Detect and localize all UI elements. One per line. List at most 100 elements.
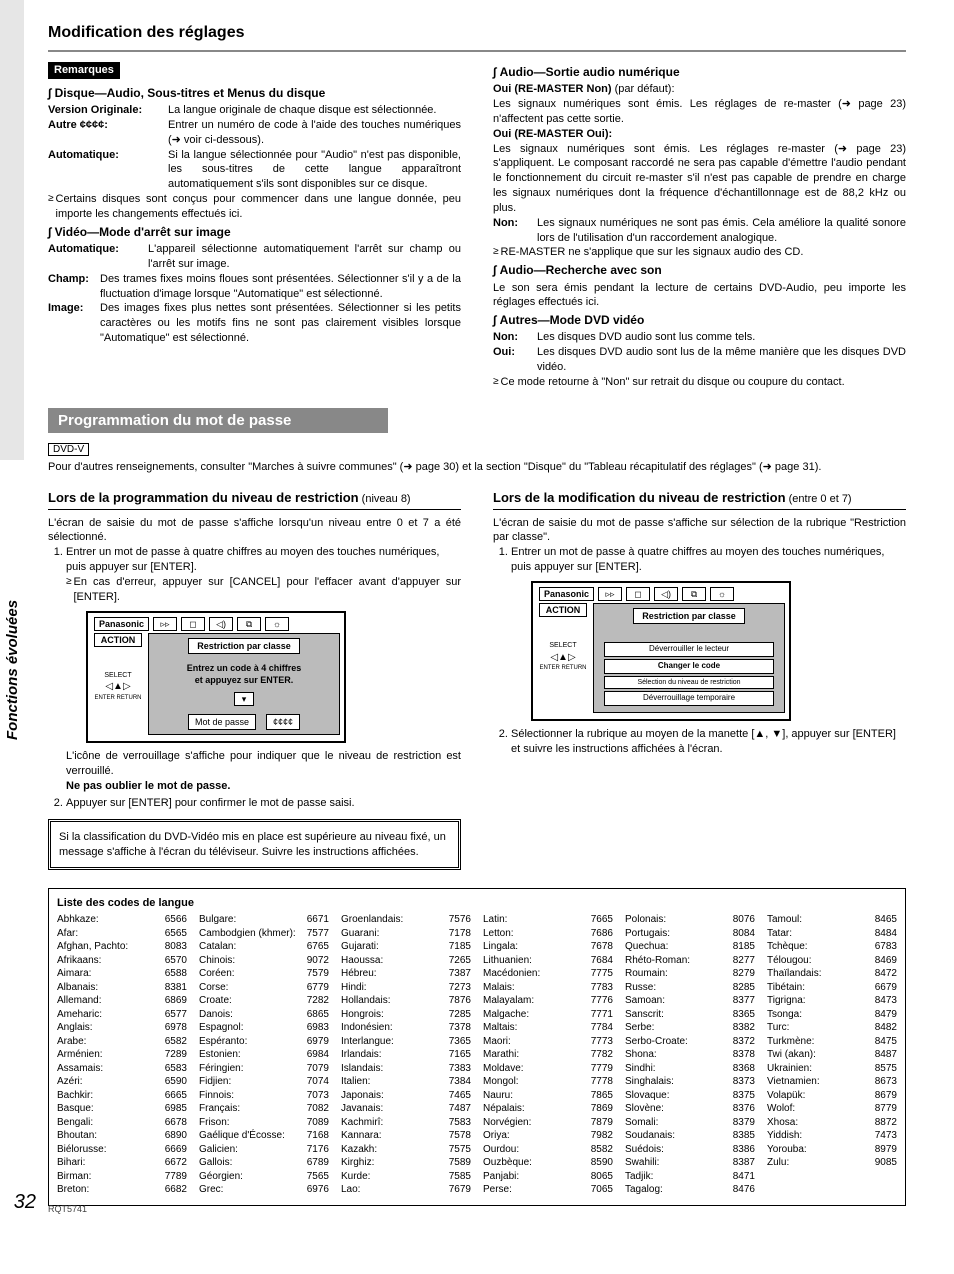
- lang-row: Ouzbèque:8590: [483, 1156, 613, 1170]
- lang-row: Tchèque:6783: [767, 940, 897, 954]
- lang-row: Letton:7686: [483, 927, 613, 941]
- lang-row: Slovène:8376: [625, 1102, 755, 1116]
- lang-row: Malais:7783: [483, 981, 613, 995]
- video-auto-val: L'appareil sélectionne automatiquement l…: [148, 242, 461, 272]
- lang-row: Singhalais:8373: [625, 1075, 755, 1089]
- audio-out-non-h: Oui (RE-MASTER Non): [493, 83, 612, 95]
- lang-row: Vietnamien:8673: [767, 1075, 897, 1089]
- lang-row: Anglais:6978: [57, 1021, 187, 1035]
- lang-row: Assamais:6583: [57, 1062, 187, 1076]
- mod-step1: Entrer un mot de passe à quatre chiffres…: [511, 546, 884, 573]
- prog-heading: Lors de la programmation du niveau de re…: [48, 489, 461, 507]
- lang-row: Quechua:8185: [625, 940, 755, 954]
- page-title: Modification des réglages: [48, 24, 906, 42]
- mod-heading: Lors de la modification du niveau de res…: [493, 489, 906, 507]
- lang-row: Afrikaans:6570: [57, 954, 187, 968]
- lang-row: Irlandais:7165: [341, 1048, 471, 1062]
- lang-row: Lingala:7678: [483, 940, 613, 954]
- lang-row: Galicien:7176: [199, 1143, 329, 1157]
- lang-row: Sanscrit:8365: [625, 1008, 755, 1022]
- lang-row: Malgache:7771: [483, 1008, 613, 1022]
- lang-row: Soudanais:8385: [625, 1129, 755, 1143]
- title-rule: [48, 50, 906, 52]
- audio-r-text: Le son sera émis pendant la lecture de c…: [493, 281, 906, 311]
- disc-vo-val: La langue originale de chaque disque est…: [168, 103, 461, 118]
- lang-row: Grec:6976: [199, 1183, 329, 1197]
- osd-mod: Panasonic ▹▹◻◁)⧉☼ ACTION SELECT ◁▲▷ ENTE…: [531, 581, 791, 721]
- lang-row: Ukrainien:8575: [767, 1062, 897, 1076]
- lang-row: Samoan:8377: [625, 994, 755, 1008]
- audio-out-nonk: Non:: [493, 216, 537, 246]
- lang-row: Serbo-Croate:8372: [625, 1035, 755, 1049]
- disc-autre-key: Autre ¢¢¢¢:: [48, 118, 168, 148]
- lang-row: Gallois:6789: [199, 1156, 329, 1170]
- lang-row: Arabe:6582: [57, 1035, 187, 1049]
- lang-row: Allemand:6869: [57, 994, 187, 1008]
- lang-row: Hindi:7273: [341, 981, 471, 995]
- prog-step1b: En cas d'erreur, appuyer sur [CANCEL] po…: [74, 575, 462, 605]
- lang-row: Abhkaze:6566: [57, 913, 187, 927]
- lang-row: Arménien:7289: [57, 1048, 187, 1062]
- lang-row: Zulu:9085: [767, 1156, 897, 1170]
- video-image-key: Image:: [48, 301, 100, 346]
- disc-auto-val: Si la langue sélectionnée pour "Audio" n…: [168, 148, 461, 193]
- lang-row: Cambodgien (khmer):7577: [199, 927, 329, 941]
- lang-row: Népalais:7869: [483, 1102, 613, 1116]
- lang-row: Chinois:9072: [199, 954, 329, 968]
- section-band-title: Programmation du mot de passe: [48, 408, 388, 433]
- lang-row: Haoussa:7265: [341, 954, 471, 968]
- lang-row: Shona:8378: [625, 1048, 755, 1062]
- lang-row: Kazakh:7575: [341, 1143, 471, 1157]
- lang-row: Corse:6779: [199, 981, 329, 995]
- lang-row: Breton:6682: [57, 1183, 187, 1197]
- lang-row: Espéranto:6979: [199, 1035, 329, 1049]
- lang-row: Télougou:8469: [767, 954, 897, 968]
- dvd-v-chip: DVD-V: [48, 443, 89, 456]
- lang-row: Bengali:6678: [57, 1116, 187, 1130]
- lang-row: Tsonga:8479: [767, 1008, 897, 1022]
- lang-row: Ameharic:6577: [57, 1008, 187, 1022]
- lang-row: Estonien:6984: [199, 1048, 329, 1062]
- lang-row: Slovaque:8375: [625, 1089, 755, 1103]
- lang-row: Tamoul:8465: [767, 913, 897, 927]
- lang-row: Somali:8379: [625, 1116, 755, 1130]
- lang-row: Tibétain:6679: [767, 981, 897, 995]
- lang-row: Turkmène:8475: [767, 1035, 897, 1049]
- remarks-badge: Remarques: [48, 62, 120, 79]
- audio-out-oui-h: Oui (RE-MASTER Oui):: [493, 128, 612, 140]
- lang-row: Rhéto-Roman:8277: [625, 954, 755, 968]
- lang-row: Kirghiz:7589: [341, 1156, 471, 1170]
- audio-out-note: RE-MASTER ne s'applique que sur les sign…: [501, 245, 804, 260]
- lang-row: Groenlandais:7576: [341, 913, 471, 927]
- lang-row: Ourdou:8582: [483, 1143, 613, 1157]
- lang-row: Yorouba:8979: [767, 1143, 897, 1157]
- prog-step2: Appuyer sur [ENTER] pour confirmer le mo…: [66, 797, 355, 809]
- lang-row: Serbe:8382: [625, 1021, 755, 1035]
- lang-row: Gujarati:7185: [341, 940, 471, 954]
- lang-row: Birman:7789: [57, 1170, 187, 1184]
- lang-row: Russe:8285: [625, 981, 755, 995]
- lang-row: Malayalam:7776: [483, 994, 613, 1008]
- disc-note: Certains disques sont conçus pour commen…: [56, 192, 462, 222]
- autres-oui-v: Les disques DVD audio sont lus de la mêm…: [537, 345, 906, 375]
- lang-row: Albanais:8381: [57, 981, 187, 995]
- prog-p3: Ne pas oublier le mot de passe.: [66, 779, 461, 794]
- lang-row: Thaïlandais:8472: [767, 967, 897, 981]
- lang-row: Portugais:8084: [625, 927, 755, 941]
- lang-row: Afghan, Pachto:8083: [57, 940, 187, 954]
- audio-out-oui-v: Les signaux numériques sont émis. Les ré…: [493, 142, 906, 216]
- language-codes-box: Liste des codes de langue Abhkaze:6566Af…: [48, 888, 906, 1206]
- prog-note-box: Si la classification du DVD-Vidéo mis en…: [48, 819, 461, 871]
- lang-row: Afar:6565: [57, 927, 187, 941]
- audio-out-nonv: Les signaux numériques ne sont pas émis.…: [537, 216, 906, 246]
- lang-row: Biélorusse:6669: [57, 1143, 187, 1157]
- lang-row: Wolof:8779: [767, 1102, 897, 1116]
- lang-row: Latin:7665: [483, 913, 613, 927]
- lang-row: Hollandais:7876: [341, 994, 471, 1008]
- lang-row: Bulgare:6671: [199, 913, 329, 927]
- lang-row: Kachmirî:7583: [341, 1116, 471, 1130]
- lang-row: Danois:6865: [199, 1008, 329, 1022]
- lang-row: Tadjik:8471: [625, 1170, 755, 1184]
- prog-step1: Entrer un mot de passe à quatre chiffres…: [66, 546, 439, 573]
- side-tab-label: Fonctions évoluées: [4, 600, 21, 740]
